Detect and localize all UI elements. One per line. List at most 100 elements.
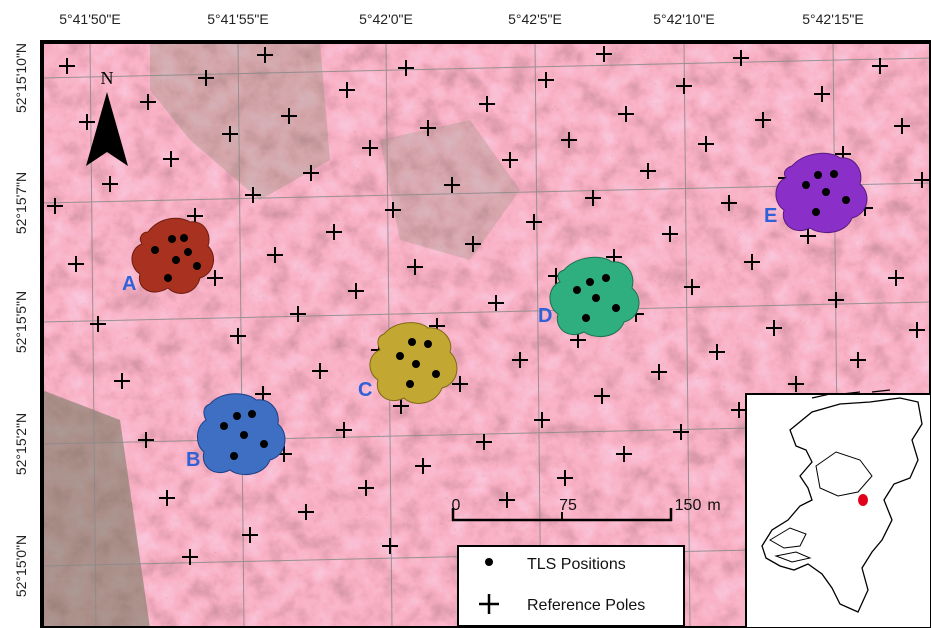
- legend: TLS Positions Reference Poles: [457, 545, 685, 627]
- reference-pole: [788, 376, 804, 392]
- lon-label: 5°42'5"E: [508, 11, 562, 27]
- reference-pole: [79, 114, 95, 130]
- reference-pole: [382, 538, 398, 554]
- lat-label: 52°15'7"N: [13, 172, 29, 234]
- reference-pole: [140, 94, 156, 110]
- longitude-ticks: 5°41'50"E 5°41'55"E 5°42'0"E 5°42'5"E 5°…: [59, 11, 864, 27]
- reference-pole: [676, 78, 692, 94]
- reference-pole: [538, 72, 554, 88]
- reference-pole: [499, 492, 515, 508]
- latitude-ticks: 52°15'10"N 52°15'7"N 52°15'5"N 52°15'2"N…: [13, 43, 29, 597]
- reference-poles: [47, 46, 930, 565]
- reference-pole: [755, 112, 771, 128]
- site-a-area: [131, 217, 215, 294]
- reference-pole: [339, 82, 355, 98]
- reference-pole: [800, 228, 816, 244]
- plot-site-d: D: [538, 256, 640, 338]
- reference-pole: [561, 132, 577, 148]
- site-e-area: [775, 152, 868, 234]
- reference-pole: [850, 352, 866, 368]
- reference-pole: [281, 108, 297, 124]
- site-a-label: A: [122, 273, 136, 295]
- tls-position-icon: [485, 558, 493, 566]
- study-site-marker: [858, 494, 868, 506]
- legend-reference-poles: Reference Poles: [527, 597, 645, 614]
- reference-pole: [594, 388, 610, 404]
- reference-pole: [721, 195, 737, 211]
- reference-pole: [526, 214, 542, 230]
- reference-pole: [257, 47, 273, 63]
- reference-pole: [640, 163, 656, 179]
- reference-pole: [618, 106, 634, 122]
- reference-pole: [348, 283, 364, 299]
- plot-site-c: C: [358, 322, 458, 404]
- reference-pole-icon: [479, 594, 499, 614]
- reference-pole: [230, 328, 246, 344]
- reference-pole: [207, 270, 223, 286]
- reference-pole: [362, 140, 378, 156]
- reference-pole: [385, 202, 401, 218]
- reference-pole: [336, 422, 352, 438]
- reference-pole: [159, 490, 175, 506]
- site-e-label: E: [764, 205, 777, 227]
- reference-pole: [415, 458, 431, 474]
- reference-pole: [298, 504, 314, 520]
- scale-tick-75: 75: [559, 497, 577, 514]
- reference-pole: [398, 60, 414, 76]
- reference-pole: [766, 320, 782, 336]
- reference-pole: [255, 386, 271, 402]
- reference-pole: [709, 344, 725, 360]
- reference-pole: [138, 432, 154, 448]
- lon-label: 5°42'15"E: [802, 11, 864, 27]
- reference-pole: [512, 352, 528, 368]
- reference-pole: [114, 373, 130, 389]
- reference-pole: [488, 295, 504, 311]
- netherlands-outline: [761, 397, 923, 613]
- reference-pole: [198, 70, 214, 86]
- reference-pole: [684, 279, 700, 295]
- reference-pole: [502, 152, 518, 168]
- reference-pole: [888, 270, 904, 286]
- north-arrow-icon: [86, 92, 128, 166]
- reference-pole: [673, 424, 689, 440]
- lat-label: 52°15'2"N: [13, 413, 29, 475]
- reference-pole: [616, 446, 632, 462]
- reference-pole: [814, 86, 830, 102]
- lat-label: 52°15'10"N: [13, 43, 29, 113]
- plot-site-b: B: [186, 393, 286, 476]
- scale-tick-0: 0: [452, 497, 461, 514]
- reference-pole: [731, 402, 747, 418]
- scale-unit: m: [707, 497, 720, 514]
- map-frame: [40, 40, 931, 628]
- lon-label: 5°41'50"E: [59, 11, 121, 27]
- reference-pole: [662, 226, 678, 242]
- aerial-image: [42, 42, 931, 628]
- reference-pole: [68, 256, 84, 272]
- reference-pole: [47, 198, 63, 214]
- reference-pole: [290, 306, 306, 322]
- site-c-label: C: [358, 379, 372, 401]
- reference-pole: [744, 254, 760, 270]
- reference-pole: [326, 224, 342, 240]
- reference-pole: [452, 376, 468, 392]
- lat-label: 52°15'5"N: [13, 291, 29, 353]
- reference-pole: [479, 96, 495, 112]
- reference-pole: [407, 259, 423, 275]
- lat-label: 52°15'0"N: [13, 535, 29, 597]
- reference-pole: [698, 136, 714, 152]
- lon-label: 5°42'10"E: [653, 11, 715, 27]
- reference-pole: [596, 46, 612, 62]
- lon-label: 5°42'0"E: [359, 11, 413, 27]
- reference-pole: [163, 151, 179, 167]
- reference-pole: [222, 126, 238, 142]
- reference-pole: [59, 58, 75, 74]
- reference-pole: [245, 187, 261, 203]
- reference-pole: [187, 208, 203, 224]
- reference-pole: [914, 172, 930, 188]
- reference-pole: [534, 412, 550, 428]
- reference-pole: [242, 527, 258, 543]
- reference-pole: [90, 316, 106, 332]
- site-b-label: B: [186, 449, 200, 471]
- legend-tls-positions: TLS Positions: [527, 556, 626, 573]
